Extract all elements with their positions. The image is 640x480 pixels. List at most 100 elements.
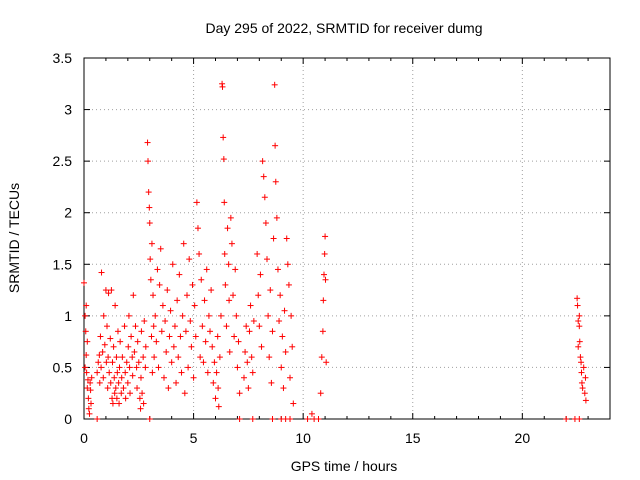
- y-tick-label: 0: [64, 411, 72, 427]
- data-point: [258, 343, 265, 350]
- data-point: [137, 374, 144, 381]
- data-point: [101, 341, 108, 348]
- data-point: [578, 369, 585, 376]
- data-point: [146, 204, 153, 211]
- y-tick-label: 2.5: [53, 153, 73, 169]
- data-point: [208, 287, 215, 294]
- data-point: [563, 416, 570, 422]
- data-point: [255, 292, 262, 299]
- data-point: [153, 338, 160, 345]
- data-point: [124, 379, 131, 386]
- data-point: [148, 333, 155, 340]
- data-point: [103, 359, 110, 366]
- axes: 0 0.5 1 1.5 2 2.5 3 3.5 0 5 10 15 20: [53, 50, 610, 446]
- y-tick-label: 3: [64, 102, 72, 118]
- data-point: [277, 292, 284, 299]
- data-point: [98, 364, 105, 371]
- data-point: [117, 338, 124, 345]
- data-point: [82, 328, 89, 335]
- data-point: [189, 281, 196, 288]
- data-point: [175, 354, 182, 361]
- data-point: [128, 333, 135, 340]
- data-point: [246, 328, 253, 335]
- data-point: [271, 81, 278, 88]
- data-point: [220, 134, 227, 141]
- data-point: [225, 261, 232, 268]
- data-point: [278, 364, 285, 371]
- data-point: [227, 214, 234, 221]
- data-point: [82, 312, 89, 319]
- data-point: [152, 312, 159, 319]
- data-point: [141, 318, 148, 325]
- data-point: [210, 379, 217, 386]
- data-point: [81, 279, 87, 286]
- data-point: [84, 385, 91, 392]
- data-point: [144, 158, 151, 165]
- data-point: [204, 369, 211, 376]
- data-point: [150, 323, 157, 330]
- data-point: [137, 405, 144, 412]
- data-point: [120, 385, 127, 392]
- data-point: [107, 379, 114, 386]
- data-point: [123, 359, 130, 366]
- y-tick-label: 2: [64, 205, 72, 221]
- data-point: [579, 385, 586, 392]
- data-point: [269, 328, 276, 335]
- data-point: [105, 354, 112, 361]
- data-point: [116, 364, 123, 371]
- data-point: [236, 416, 243, 422]
- data-point: [85, 405, 92, 412]
- data-point: [266, 354, 273, 361]
- data-point: [150, 292, 157, 299]
- data-point: [219, 83, 226, 90]
- data-point: [282, 348, 289, 355]
- y-axis-label: SRMTID / TECUs: [6, 183, 22, 293]
- data-point: [215, 385, 222, 392]
- data-point: [321, 250, 328, 257]
- data-point: [323, 359, 330, 366]
- x-tick-label: 0: [80, 430, 88, 446]
- data-point: [122, 369, 129, 376]
- data-point: [130, 292, 137, 299]
- data-point: [169, 261, 176, 268]
- grid: [84, 58, 610, 419]
- data-point: [166, 333, 173, 340]
- data-point: [236, 390, 243, 397]
- data-point: [222, 281, 229, 288]
- data-point: [287, 416, 294, 422]
- data-point: [196, 250, 203, 257]
- data-point: [140, 400, 147, 407]
- x-tick-label: 15: [405, 430, 421, 446]
- data-point: [136, 395, 143, 402]
- data-point: [290, 400, 297, 407]
- data-point: [223, 323, 230, 330]
- data-point: [575, 343, 582, 350]
- data-point: [257, 271, 264, 278]
- data-point: [111, 374, 118, 381]
- data-point: [88, 400, 95, 407]
- data-point: [209, 343, 216, 350]
- data-point: [167, 307, 174, 314]
- data-point: [83, 302, 90, 309]
- data-point: [226, 297, 233, 304]
- data-point: [176, 271, 183, 278]
- data-point: [83, 352, 90, 359]
- x-tick-label: 10: [295, 430, 311, 446]
- y-tick-label: 1.5: [53, 256, 73, 272]
- data-point: [285, 281, 292, 288]
- data-point: [126, 364, 133, 371]
- data-point: [199, 323, 206, 330]
- data-point: [104, 323, 111, 330]
- data-point: [203, 266, 210, 273]
- data-point: [96, 379, 103, 386]
- data-point: [156, 281, 163, 288]
- data-point: [262, 220, 269, 227]
- data-point: [289, 343, 296, 350]
- data-point: [283, 235, 290, 242]
- data-point: [104, 385, 111, 392]
- data-point: [233, 312, 240, 319]
- data-point: [164, 287, 171, 294]
- data-point: [202, 338, 209, 345]
- data-point: [157, 245, 164, 252]
- data-point: [207, 328, 214, 335]
